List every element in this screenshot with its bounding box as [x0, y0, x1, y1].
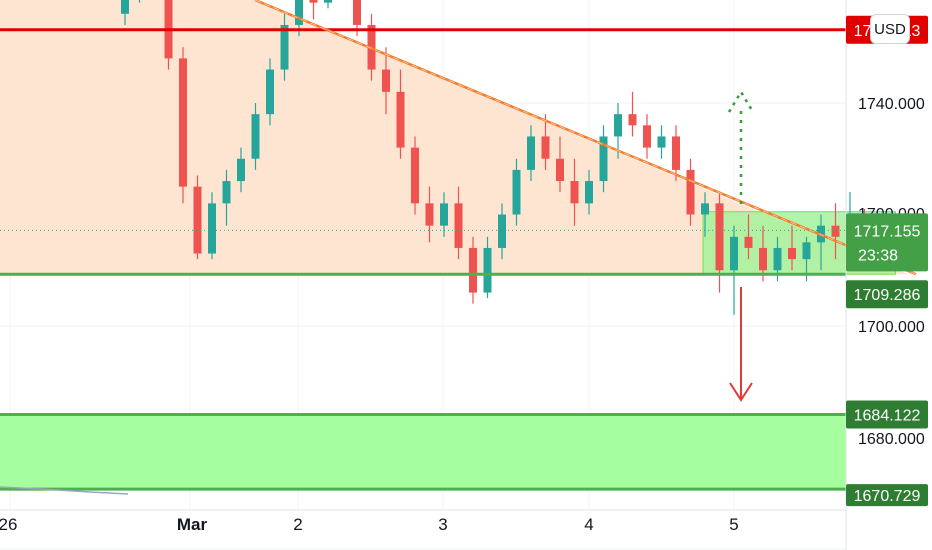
- candle-body: [179, 58, 187, 187]
- candle-body: [614, 114, 622, 137]
- candle-body: [237, 158, 245, 182]
- arrow-head: [729, 382, 753, 402]
- indicator-line: [0, 486, 129, 495]
- current-price-tag-text: 1717.155: [854, 223, 921, 240]
- support-tag-text: 1709.286: [854, 287, 921, 304]
- candle-body: [266, 69, 274, 115]
- bullish-dotted-arrow[interactable]: [727, 89, 755, 204]
- candle-body: [556, 158, 564, 182]
- candle-body: [121, 0, 129, 14]
- candle-body: [773, 247, 782, 271]
- candle-body: [280, 24, 289, 70]
- descending-trendline[interactable]: [254, 0, 917, 276]
- time-axis[interactable]: 26 Mar 2 3 4 5: [0, 515, 739, 534]
- candle-body: [802, 242, 811, 260]
- candle-body: [208, 203, 216, 254]
- y-tick-label: 1740.000: [858, 96, 925, 113]
- bearish-arrow[interactable]: [729, 287, 753, 402]
- candle-body: [411, 147, 419, 204]
- candle-body: [643, 125, 651, 148]
- candle-body: [628, 114, 637, 126]
- candle-body: [309, 0, 318, 3]
- target-bottom-tag-bg: [846, 484, 928, 507]
- candle-body: [686, 169, 695, 215]
- candle-body: [788, 247, 796, 260]
- x-tick-label: Mar: [177, 515, 208, 534]
- x-tick-label: 5: [729, 515, 738, 534]
- target-bottom-tag-text: 1670.729: [854, 488, 921, 505]
- candle-body: [512, 169, 521, 215]
- candle-body: [295, 0, 303, 25]
- candle-body: [483, 247, 492, 293]
- candle-body: [251, 114, 260, 159]
- candle-body: [382, 69, 390, 92]
- candle-body: [440, 203, 448, 226]
- candle-body: [222, 181, 231, 204]
- x-tick-label: 4: [584, 515, 593, 534]
- x-tick-label: 3: [438, 515, 447, 534]
- target-top-tag-bg: [846, 400, 928, 429]
- candle-body: [744, 236, 753, 248]
- y-tick-label: 1680.000: [858, 431, 925, 448]
- candle-body: [193, 186, 202, 254]
- target-zone: [0, 414, 846, 490]
- x-tick-label: 2: [293, 515, 302, 534]
- candle-body: [324, 0, 332, 3]
- candle-body: [831, 225, 840, 237]
- candle-body: [730, 236, 738, 271]
- support-tag-bg: [846, 280, 928, 309]
- candle-body: [585, 181, 593, 204]
- candle-body: [599, 136, 608, 182]
- candle-body: [541, 136, 550, 159]
- candle-body: [701, 203, 709, 215]
- currency-button[interactable]: USD: [870, 14, 910, 44]
- candle-body: [498, 214, 506, 248]
- y-tick-label: 1700.000: [858, 319, 925, 336]
- candle-body: [454, 203, 463, 248]
- candle-body: [425, 203, 434, 226]
- current-price-tag-countdown: 23:38: [858, 247, 898, 264]
- candle-body: [527, 136, 535, 170]
- candle-body: [353, 0, 361, 25]
- candle-body: [396, 91, 405, 148]
- candle-body: [570, 181, 579, 204]
- target-top-tag-text: 1684.122: [854, 408, 921, 425]
- candle-body: [759, 247, 767, 271]
- candle-body: [672, 136, 680, 170]
- candle-body: [657, 136, 666, 148]
- candle-body: [715, 203, 724, 271]
- current-price-tag-bg: [846, 213, 928, 272]
- x-tick-label: 26: [0, 515, 17, 534]
- candle-body: [469, 247, 477, 293]
